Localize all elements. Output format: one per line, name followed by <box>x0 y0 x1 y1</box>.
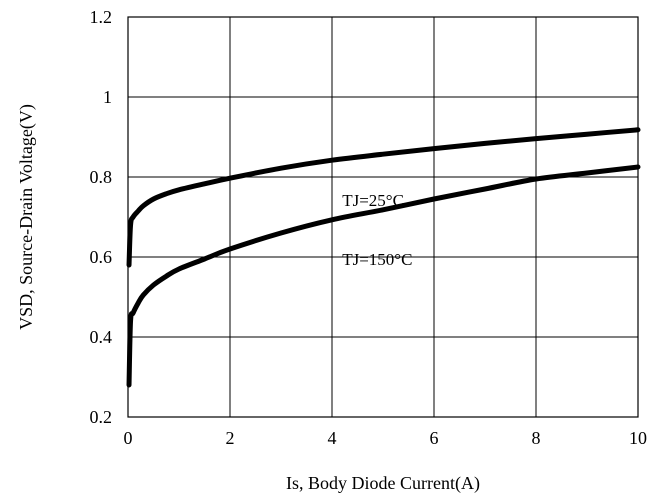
x-axis-label: Is, Body Diode Current(A) <box>286 473 480 494</box>
x-tick-label: 2 <box>226 428 235 448</box>
y-tick-label: 1 <box>103 87 112 107</box>
y-tick-label: 0.2 <box>90 407 113 427</box>
x-tick-label: 8 <box>532 428 541 448</box>
series-line-0 <box>126 127 641 268</box>
annotations: TJ=25°C TJ=150°C <box>342 191 412 269</box>
plot-frame <box>127 16 639 418</box>
series-annotation: TJ=25°C <box>342 191 404 210</box>
x-tick-labels: 0 2 4 6 8 10 <box>124 428 648 448</box>
series-group <box>126 127 641 388</box>
y-tick-labels: 0.2 0.4 0.6 0.8 1 1.2 <box>90 7 113 427</box>
y-tick-label: 0.8 <box>90 167 113 187</box>
y-tick-label: 1.2 <box>90 7 113 27</box>
x-tick-label: 6 <box>430 428 439 448</box>
x-tick-label: 0 <box>124 428 133 448</box>
series-line-1 <box>126 164 641 388</box>
x-tick-label: 4 <box>328 428 337 448</box>
grid <box>127 16 639 418</box>
y-axis-label: VSD, Source-Drain Voltage(V) <box>16 104 37 330</box>
x-tick-label: 10 <box>629 428 647 448</box>
y-tick-label: 0.6 <box>90 247 113 267</box>
y-tick-label: 0.4 <box>90 327 113 347</box>
series-annotation: TJ=150°C <box>342 250 412 269</box>
